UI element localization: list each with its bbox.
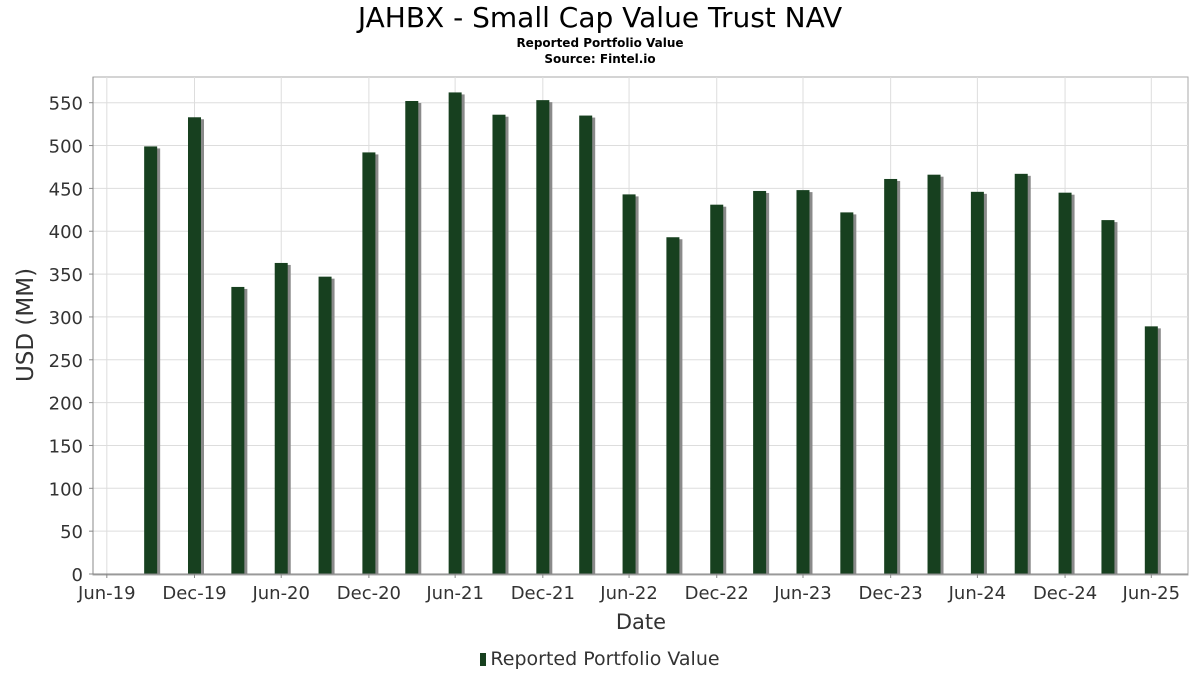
bars: [144, 92, 1158, 575]
x-tick-label: Dec-19: [162, 583, 226, 604]
bar: [1144, 326, 1158, 574]
x-tick-label: Dec-24: [1033, 583, 1097, 604]
x-tick-label: Dec-23: [859, 583, 923, 604]
y-tick-label: 250: [49, 351, 83, 372]
bar: [970, 191, 984, 574]
y-tick-label: 450: [49, 179, 83, 200]
x-tick-label: Jun-19: [77, 583, 136, 604]
legend-label: Reported Portfolio Value: [490, 648, 720, 670]
bar: [144, 146, 158, 574]
bar: [318, 276, 332, 574]
bar: [274, 262, 288, 574]
x-tick-label: Jun-20: [251, 583, 310, 604]
bar: [1101, 220, 1115, 574]
bar: [840, 212, 854, 574]
x-tick-label: Jun-25: [1122, 583, 1181, 604]
legend: Reported Portfolio Value: [0, 648, 1200, 670]
y-tick-label: 550: [49, 94, 83, 115]
bar: [405, 100, 419, 574]
bar: [231, 286, 245, 574]
y-tick-label: 400: [49, 222, 83, 243]
bar: [927, 174, 941, 574]
x-tick-label: Jun-24: [948, 583, 1007, 604]
bar: [622, 194, 636, 574]
bar: [666, 237, 680, 574]
bar: [536, 100, 550, 575]
x-tick-label: Jun-21: [425, 583, 484, 604]
bar: [884, 178, 898, 574]
bar: [796, 190, 810, 574]
y-tick-label: 350: [49, 265, 83, 286]
x-tick-label: Dec-22: [685, 583, 749, 604]
bar: [1014, 173, 1028, 574]
y-tick-label: 0: [72, 565, 83, 586]
x-tick-label: Jun-22: [599, 583, 658, 604]
x-tick-label: Dec-21: [511, 583, 575, 604]
x-tick-label: Dec-20: [337, 583, 401, 604]
axes: 0 50 100 150 200 250 300 350 400 450 500 550 Jun-19 D…: [49, 77, 1188, 604]
chart-source: Source: Fintel.io: [544, 52, 656, 66]
legend-swatch: [480, 653, 487, 666]
bar: [753, 190, 767, 575]
x-axis-label: Date: [616, 610, 666, 634]
bar: [362, 152, 376, 574]
y-tick-label: 500: [49, 137, 83, 158]
chart-title: JAHBX - Small Cap Value Trust NAV: [357, 1, 843, 34]
y-axis-label: USD (MM): [13, 268, 39, 382]
bar: [492, 114, 506, 575]
y-tick-label: 150: [49, 436, 83, 457]
bar: [448, 92, 462, 575]
x-tick-label: Jun-23: [773, 583, 832, 604]
y-tick-label: 50: [60, 522, 83, 543]
bar: [710, 204, 724, 574]
y-tick-label: 100: [49, 479, 83, 500]
bar: [579, 115, 593, 574]
y-tick-label: 300: [49, 308, 83, 329]
chart-subtitle: Reported Portfolio Value: [516, 36, 684, 50]
bar: [187, 117, 201, 574]
y-tick-label: 200: [49, 394, 83, 415]
bar: [1058, 192, 1072, 574]
